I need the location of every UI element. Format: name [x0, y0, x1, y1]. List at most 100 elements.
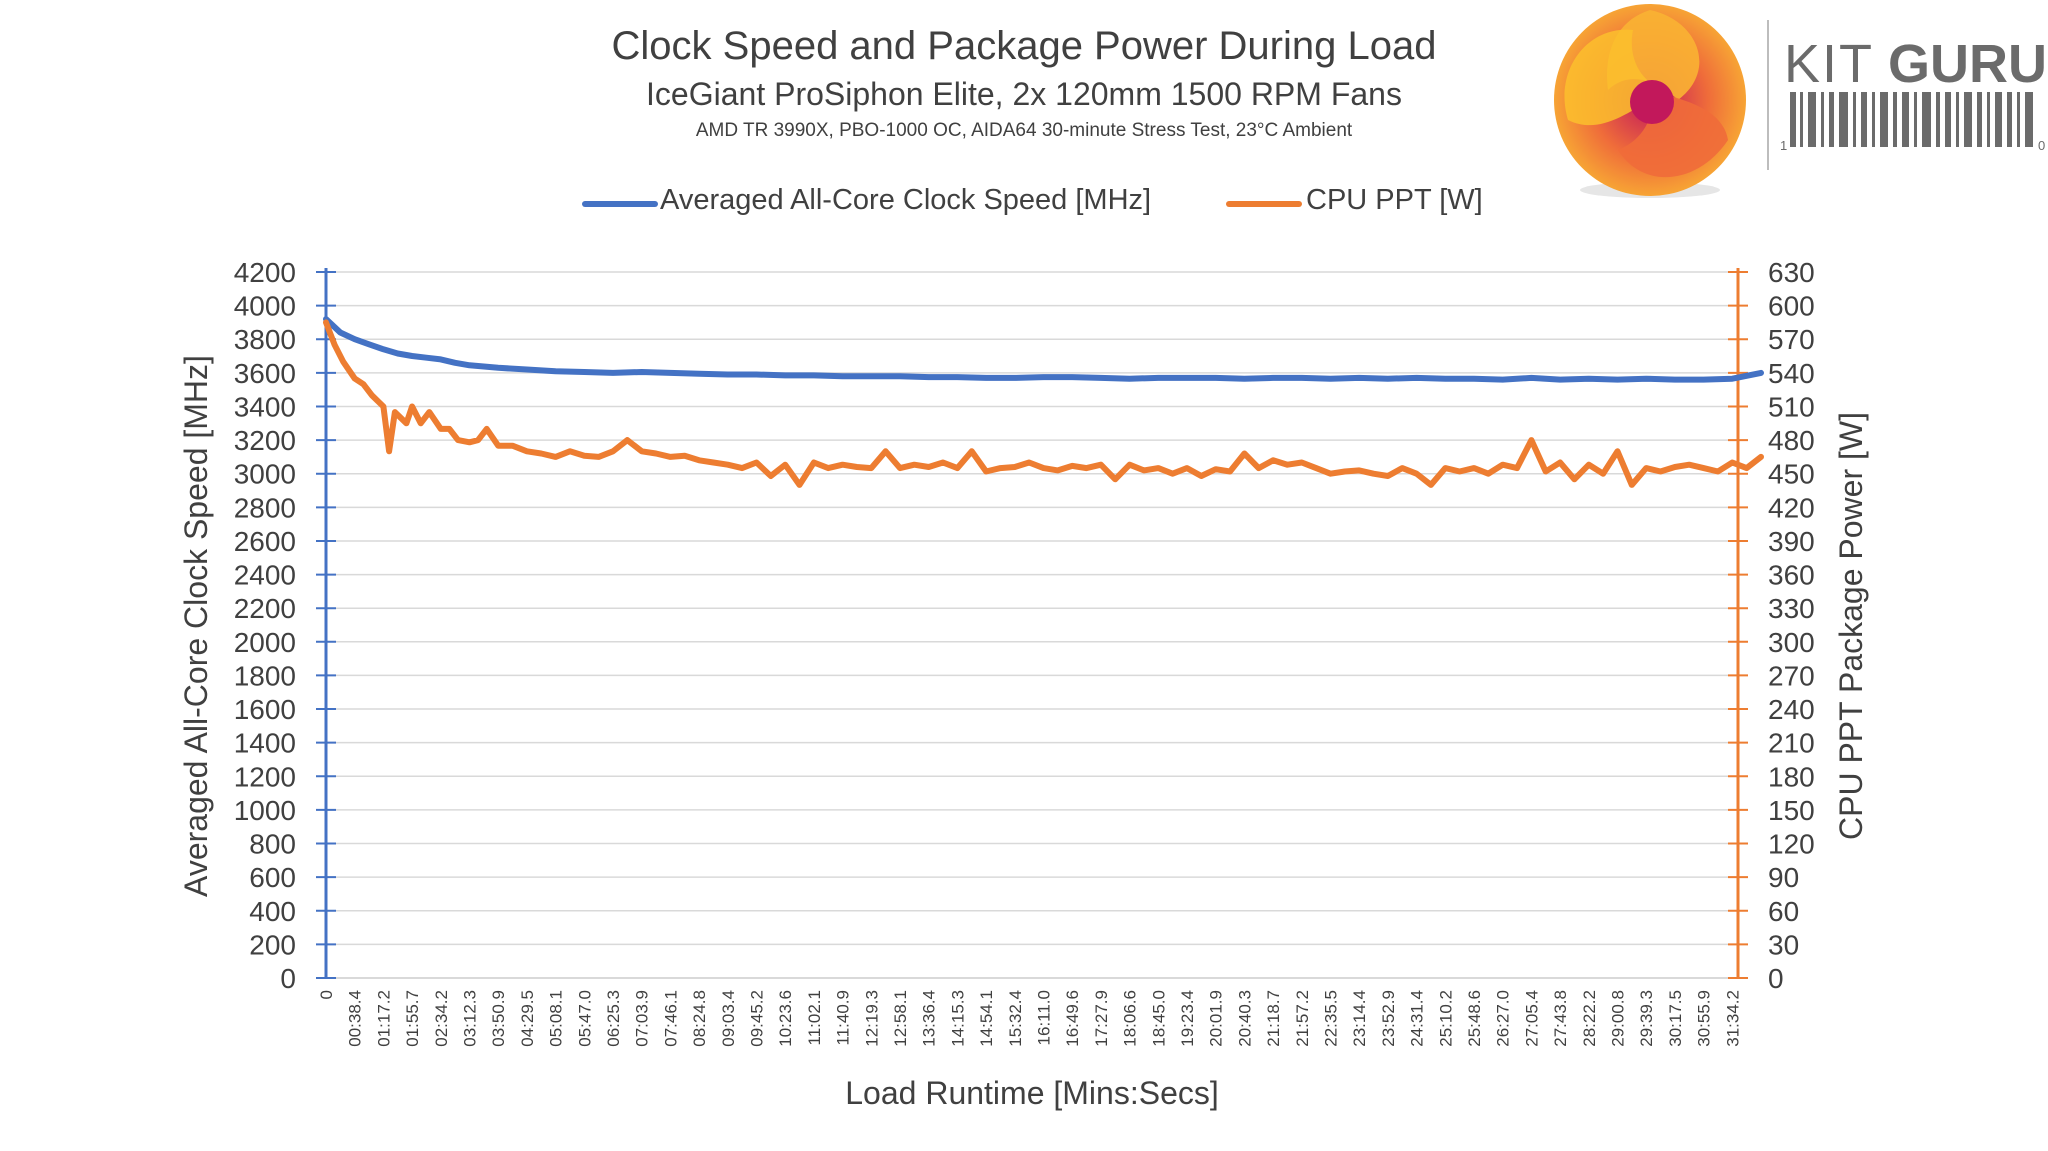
- x-tick-label: 04:29.5: [518, 990, 537, 1047]
- x-tick-label: 13:36.4: [920, 990, 939, 1047]
- y-left-tick-label: 3000: [234, 459, 296, 490]
- logo-text-kit: KIT: [1784, 34, 1874, 94]
- x-tick-label: 18:45.0: [1149, 990, 1168, 1047]
- y-right-tick-label: 150: [1768, 795, 1815, 826]
- x-tick-label: 28:22.2: [1580, 990, 1599, 1047]
- x-tick-label: 27:05.4: [1522, 990, 1541, 1047]
- y-right-tick-label: 60: [1768, 896, 1799, 927]
- x-tick-label: 29:00.8: [1608, 990, 1627, 1047]
- cpu-ppt-line: [323, 319, 1764, 488]
- y-right-tick-label: 510: [1768, 391, 1815, 422]
- x-tick-label: 18:06.6: [1121, 990, 1140, 1047]
- y-right-tick-label: 600: [1768, 291, 1815, 322]
- y-left-tick-label: 2000: [234, 627, 296, 658]
- x-tick-label: 07:46.1: [661, 990, 680, 1047]
- logo-swirl-icon: [1554, 4, 1746, 198]
- y-left-tick-label: 1600: [234, 694, 296, 725]
- x-tick-label: 20:40.3: [1235, 990, 1254, 1047]
- x-tick-label: 0: [317, 990, 336, 999]
- y-axis-left-label: Averaged All-Core Clock Speed [MHz]: [178, 355, 214, 897]
- x-tick-label: 29:39.3: [1637, 990, 1656, 1047]
- x-tick-label: 23:52.9: [1379, 990, 1398, 1047]
- chart-subsubtitle: AMD TR 3990X, PBO-1000 OC, AIDA64 30-min…: [695, 120, 1353, 141]
- y-right-tick-label: 270: [1768, 660, 1815, 691]
- x-tick-label: 06:25.3: [604, 990, 623, 1047]
- y-right-tick-label: 120: [1768, 829, 1815, 860]
- x-tick-label: 08:24.8: [690, 990, 709, 1047]
- y-left-tick-label: 400: [249, 896, 296, 927]
- logo-barcode-left: 1: [1780, 138, 1787, 153]
- y-right-tick-label: 30: [1768, 929, 1799, 960]
- kitguru-logo: KIT GURU 1 0: [1554, 4, 2047, 198]
- y-right-tick-label: 210: [1768, 728, 1815, 759]
- x-tick-label: 01:17.2: [374, 990, 393, 1047]
- x-tick-label: 14:15.3: [948, 990, 967, 1047]
- y-left-tick-label: 1000: [234, 795, 296, 826]
- x-tick-label: 11:02.1: [805, 990, 824, 1045]
- legend: Averaged All-Core Clock Speed [MHz] CPU …: [0, 184, 2048, 224]
- y-axis-left-ticks: 0200400600800100012001400160018002000220…: [234, 257, 336, 994]
- y-right-tick-label: 390: [1768, 526, 1815, 557]
- legend-clock-label: Averaged All-Core Clock Speed [MHz]: [660, 184, 1152, 216]
- x-tick-label: 23:14.4: [1350, 990, 1369, 1047]
- axes: [324, 268, 1740, 979]
- x-tick-label: 26:27.0: [1494, 990, 1513, 1047]
- y-left-tick-label: 800: [249, 829, 296, 860]
- y-axis-right-label: CPU PPT Package Power [W]: [1833, 412, 1869, 840]
- y-right-tick-label: 0: [1768, 963, 1784, 994]
- y-right-tick-label: 540: [1768, 358, 1815, 389]
- x-tick-label: 01:55.7: [403, 990, 422, 1047]
- y-left-tick-label: 3200: [234, 425, 296, 456]
- x-tick-label: 12:19.3: [862, 990, 881, 1047]
- y-left-tick-label: 2200: [234, 593, 296, 624]
- x-tick-label: 25:48.6: [1465, 990, 1484, 1047]
- x-tick-label: 24:31.4: [1408, 990, 1427, 1047]
- x-tick-label: 25:10.2: [1436, 990, 1455, 1047]
- x-tick-label: 21:57.2: [1293, 990, 1312, 1047]
- y-right-tick-label: 480: [1768, 425, 1815, 456]
- x-tick-label: 14:54.1: [977, 990, 996, 1047]
- series: [323, 316, 1764, 488]
- legend-clock-swatch: [582, 201, 658, 207]
- legend-ppt-swatch: [1226, 201, 1302, 207]
- logo-barcode-icon: [1790, 92, 2033, 147]
- chart-subtitle: IceGiant ProSiphon Elite, 2x 120mm 1500 …: [646, 76, 1402, 112]
- x-tick-label: 21:18.7: [1264, 990, 1283, 1047]
- y-right-tick-label: 90: [1768, 862, 1799, 893]
- y-left-tick-label: 2600: [234, 526, 296, 557]
- y-right-tick-label: 360: [1768, 560, 1815, 591]
- y-left-tick-label: 0: [280, 963, 296, 994]
- x-tick-label: 22:35.5: [1321, 990, 1340, 1047]
- y-right-tick-label: 420: [1768, 492, 1815, 523]
- x-tick-label: 20:01.9: [1207, 990, 1226, 1047]
- y-right-tick-label: 330: [1768, 593, 1815, 624]
- y-left-tick-label: 3400: [234, 391, 296, 422]
- y-left-tick-label: 1200: [234, 761, 296, 792]
- clock-speed-line: [323, 316, 1764, 383]
- logo-text-guru: GURU: [1888, 34, 2047, 94]
- x-tick-label: 09:45.2: [747, 990, 766, 1047]
- y-axis-right-ticks: 0306090120150180210240270300330360390420…: [1728, 257, 1815, 994]
- x-tick-label: 07:03.9: [633, 990, 652, 1047]
- logo-barcode-right: 0: [2038, 138, 2045, 153]
- y-left-tick-label: 1400: [234, 728, 296, 759]
- y-left-tick-label: 3600: [234, 358, 296, 389]
- x-tick-label: 03:12.3: [460, 990, 479, 1047]
- x-tick-label: 31:34.2: [1723, 990, 1742, 1047]
- y-left-tick-label: 4200: [234, 257, 296, 288]
- legend-ppt-label: CPU PPT [W]: [1306, 184, 1483, 216]
- x-tick-label: 15:32.4: [1006, 990, 1025, 1047]
- y-left-tick-label: 2400: [234, 560, 296, 591]
- y-left-tick-label: 2800: [234, 492, 296, 523]
- y-right-tick-label: 240: [1768, 694, 1815, 725]
- x-tick-label: 19:23.4: [1178, 990, 1197, 1047]
- x-tick-label: 16:49.6: [1063, 990, 1082, 1047]
- x-tick-label: 10:23.6: [776, 990, 795, 1047]
- y-left-tick-label: 3800: [234, 324, 296, 355]
- x-tick-label: 17:27.9: [1092, 990, 1111, 1047]
- x-tick-label: 03:50.9: [489, 990, 508, 1047]
- x-tick-label: 05:08.1: [547, 990, 566, 1047]
- x-tick-label: 09:03.4: [719, 990, 738, 1047]
- y-left-tick-label: 200: [249, 929, 296, 960]
